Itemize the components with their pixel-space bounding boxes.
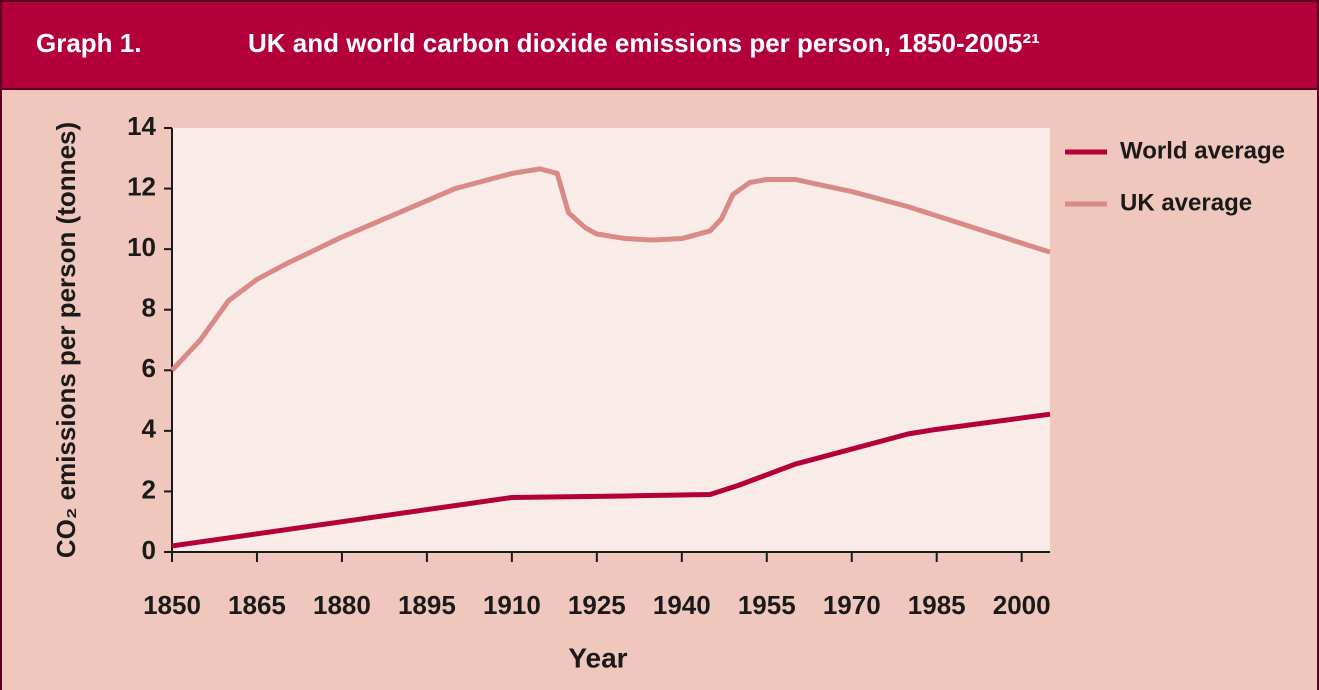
x-tick-label: 1895	[398, 590, 456, 620]
x-tick-label: 1910	[483, 590, 541, 620]
x-tick-label: 1985	[908, 590, 966, 620]
x-tick-label: 1865	[228, 590, 286, 620]
x-tick-label: 1940	[653, 590, 711, 620]
header-bar	[0, 0, 1319, 90]
x-tick-label: 1955	[738, 590, 796, 620]
y-tick-label: 12	[127, 171, 156, 201]
graph-label: Graph 1.	[36, 28, 141, 58]
y-tick-label: 8	[142, 293, 156, 323]
line-series	[170, 166, 1051, 372]
x-tick-label: 1925	[568, 590, 626, 620]
y-tick-label: 2	[142, 474, 156, 504]
y-tick-label: 10	[127, 232, 156, 262]
x-axis-label: Year	[568, 642, 627, 673]
x-tick-label: 1880	[313, 590, 371, 620]
y-axis-label: CO₂ emissions per person (tonnes)	[51, 122, 81, 558]
line-series	[171, 411, 1051, 549]
chart-title: UK and world carbon dioxide emissions pe…	[248, 28, 1040, 58]
y-tick-label: 0	[142, 535, 156, 565]
legend-label: World average	[1120, 137, 1285, 164]
y-tick-label: 6	[142, 353, 156, 383]
plot-area	[172, 128, 1050, 552]
x-tick-label: 1970	[823, 590, 881, 620]
legend-label: UK average	[1120, 189, 1252, 216]
y-tick-label: 14	[127, 111, 156, 141]
x-tick-label: 1850	[143, 590, 201, 620]
x-tick-label: 2000	[993, 590, 1051, 620]
y-tick-label: 4	[142, 414, 157, 444]
